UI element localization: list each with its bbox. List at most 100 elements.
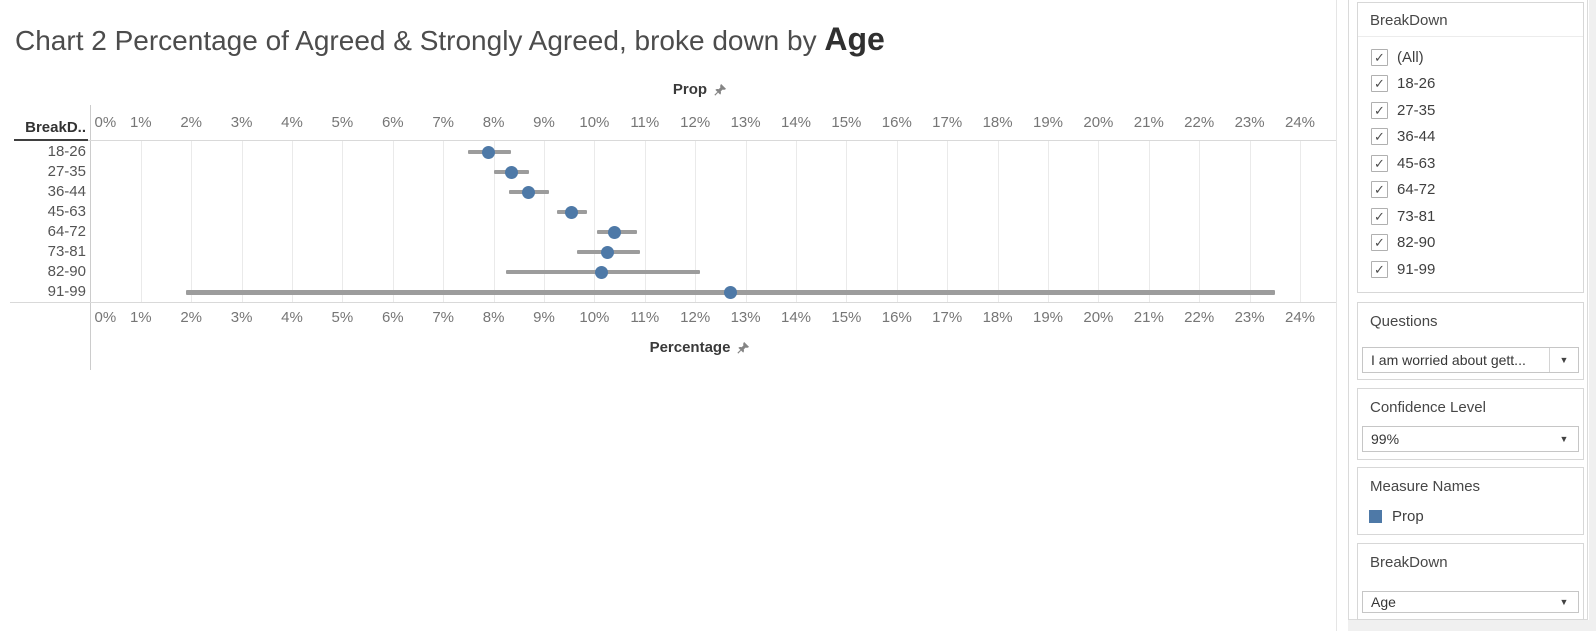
y-category-label: 82-90 xyxy=(47,263,86,281)
page-edge-right xyxy=(1589,0,1596,631)
filter-checkbox-row[interactable]: ✓ 73-81 xyxy=(1358,203,1583,230)
gridline xyxy=(1300,141,1301,302)
checkbox-icon[interactable]: ✓ xyxy=(1371,207,1388,225)
chart-title: Chart 2 Percentage of Agreed & Strongly … xyxy=(15,22,885,58)
x-tick-label-bottom: 2% xyxy=(180,309,203,326)
filter-checkbox-row[interactable]: ✓ 36-44 xyxy=(1358,124,1583,151)
measure-names-legend-panel: Measure Names Prop xyxy=(1357,467,1584,535)
checkbox-icon[interactable]: ✓ xyxy=(1371,154,1388,172)
x-tick-label-bottom: 19% xyxy=(1032,309,1064,326)
x-tick-label-top: 11% xyxy=(630,114,660,131)
filter-checkbox-row[interactable]: ✓ 18-26 xyxy=(1358,71,1583,98)
checkbox-icon[interactable]: ✓ xyxy=(1371,75,1388,93)
breakdown-panel-title: BreakDown xyxy=(1370,554,1448,571)
gridline xyxy=(392,141,394,302)
gridline xyxy=(997,141,999,302)
filter-checkbox-label: 73-81 xyxy=(1397,207,1436,225)
gridline xyxy=(1199,141,1201,302)
filter-checkbox-row[interactable]: ✓ 82-90 xyxy=(1358,230,1583,257)
checkbox-icon[interactable]: ✓ xyxy=(1371,48,1388,66)
gridline xyxy=(342,141,344,302)
x-tick-label-bottom: 16% xyxy=(881,309,912,326)
confidence-level-panel: Confidence Level 99% ▼ xyxy=(1357,388,1584,460)
filter-checkbox-row[interactable]: ✓ 64-72 xyxy=(1358,177,1583,204)
data-point-dot[interactable] xyxy=(600,245,614,259)
page-edge-bottom xyxy=(1348,620,1596,631)
x-tick-label-bottom: 7% xyxy=(432,309,455,326)
data-point-dot[interactable] xyxy=(723,285,737,299)
filter-checkbox-label: 18-26 xyxy=(1397,75,1436,93)
x-tick-label-top: 15% xyxy=(831,114,862,131)
x-tick-label-bottom: 0% xyxy=(94,309,117,326)
checkbox-icon[interactable]: ✓ xyxy=(1371,101,1388,119)
x-tick-label-bottom: 22% xyxy=(1184,309,1215,326)
y-category-label: 45-63 xyxy=(47,203,86,221)
y-category-label: 27-35 xyxy=(47,163,86,181)
data-point-dot[interactable] xyxy=(565,205,579,219)
legend-item-prop[interactable]: Prop xyxy=(1358,508,1583,525)
gridline xyxy=(796,141,797,302)
data-point-dot[interactable] xyxy=(608,225,622,239)
data-point-dot[interactable] xyxy=(522,185,536,199)
gridline xyxy=(745,141,747,302)
bottom-axis-title: Percentage xyxy=(90,339,1310,356)
data-point-dot[interactable] xyxy=(595,265,609,279)
worksheet-area: Chart 2 Percentage of Agreed & Strongly … xyxy=(10,22,1336,370)
x-tick-label-bottom: 12% xyxy=(680,309,711,326)
filter-checkbox-label: 64-72 xyxy=(1397,181,1436,199)
x-tick-label-bottom: 6% xyxy=(381,309,404,326)
x-tick-label-top: 3% xyxy=(230,114,253,131)
filter-checkbox-row[interactable]: ✓ 91-99 xyxy=(1358,256,1583,283)
checkbox-icon[interactable]: ✓ xyxy=(1371,181,1388,199)
dropdown-arrow-button[interactable]: ▼ xyxy=(1550,427,1578,451)
chevron-down-icon: ▼ xyxy=(1559,355,1569,365)
questions-panel-title: Questions xyxy=(1370,313,1438,330)
x-tick-label-top: 13% xyxy=(730,114,761,131)
filter-checkbox-row[interactable]: ✓ (All) xyxy=(1358,44,1583,71)
dropdown-arrow-button[interactable]: ▼ xyxy=(1550,592,1578,612)
gridline xyxy=(947,141,949,302)
x-tick-label-bottom: 10% xyxy=(579,309,610,326)
pin-icon[interactable] xyxy=(737,341,750,354)
x-tick-label-top: 9% xyxy=(533,114,555,131)
checkbox-icon[interactable]: ✓ xyxy=(1371,234,1388,252)
questions-dropdown[interactable]: I am worried about gett... ▼ xyxy=(1362,347,1579,373)
x-tick-label-top: 20% xyxy=(1083,114,1114,131)
x-tick-label-bottom: 1% xyxy=(129,309,152,326)
questions-panel: Questions I am worried about gett... ▼ xyxy=(1357,302,1584,380)
x-tick-label-top: 17% xyxy=(932,114,963,131)
questions-dropdown-value: I am worried about gett... xyxy=(1371,352,1526,368)
gridline xyxy=(1148,141,1150,302)
x-tick-label-bottom: 11% xyxy=(630,309,660,326)
chart-title-text: Chart 2 Percentage of Agreed & Strongly … xyxy=(15,25,825,56)
x-tick-label-bottom: 21% xyxy=(1133,309,1164,326)
y-category-label: 91-99 xyxy=(47,283,86,301)
x-tick-label-top: 10% xyxy=(579,114,610,131)
gridline xyxy=(644,141,646,302)
data-point-dot[interactable] xyxy=(504,165,518,179)
gridline xyxy=(544,141,545,302)
confidence-level-dropdown[interactable]: 99% ▼ xyxy=(1362,426,1579,452)
legend-color-swatch xyxy=(1369,510,1382,523)
x-tick-label-top: 5% xyxy=(331,114,354,131)
breakdown-dropdown[interactable]: Age ▼ xyxy=(1362,591,1579,613)
gridline xyxy=(292,141,293,302)
data-point-dot[interactable] xyxy=(482,145,496,159)
gridline xyxy=(241,141,243,302)
checkbox-icon[interactable]: ✓ xyxy=(1371,260,1388,278)
legend-item-label: Prop xyxy=(1392,508,1424,525)
filter-checkbox-row[interactable]: ✓ 27-35 xyxy=(1358,97,1583,124)
checkbox-icon[interactable]: ✓ xyxy=(1371,128,1388,146)
breakdown-parameter-panel: BreakDown Age ▼ xyxy=(1357,543,1584,620)
x-tick-label-top: 18% xyxy=(982,114,1013,131)
pin-icon[interactable] xyxy=(714,83,727,96)
filter-checkbox-label: (All) xyxy=(1397,48,1424,66)
gridline xyxy=(1098,141,1100,302)
x-tick-label-top: 12% xyxy=(680,114,711,131)
filter-checkbox-row[interactable]: ✓ 45-63 xyxy=(1358,150,1583,177)
x-tick-label-bottom: 18% xyxy=(982,309,1013,326)
x-tick-label-top: 7% xyxy=(432,114,455,131)
gridline xyxy=(695,141,697,302)
gridline xyxy=(896,141,898,302)
dropdown-arrow-button[interactable]: ▼ xyxy=(1549,348,1578,372)
